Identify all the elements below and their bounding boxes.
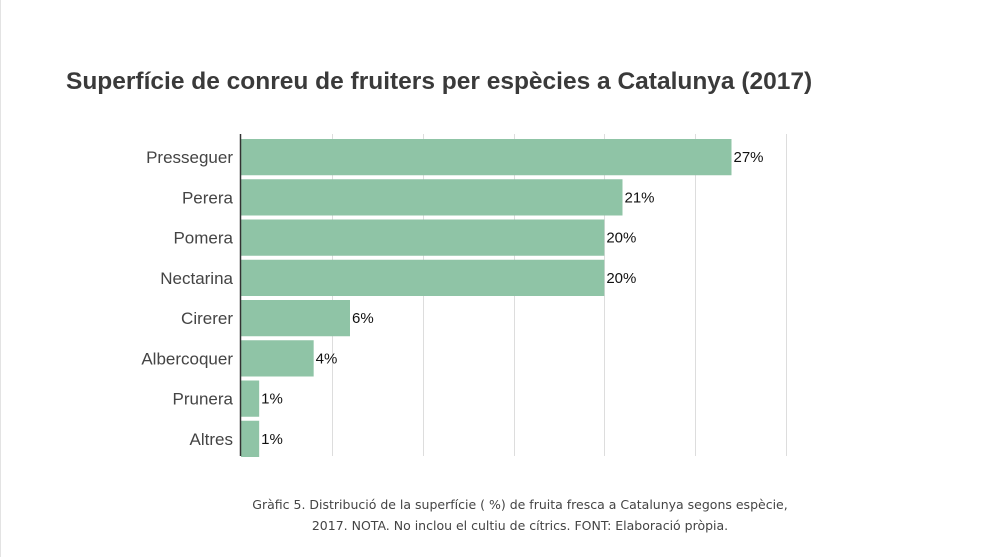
chart-caption: Gràfic 5. Distribució de la superfície (… xyxy=(200,494,840,536)
category-label: Perera xyxy=(182,188,234,207)
bar xyxy=(241,179,623,216)
category-label: Pomera xyxy=(173,229,233,248)
bar xyxy=(241,420,260,457)
category-label: Presseguer xyxy=(146,148,233,167)
value-label: 27% xyxy=(734,149,764,166)
caption-line-1: Gràfic 5. Distribució de la superfície (… xyxy=(252,497,788,512)
value-label: 1% xyxy=(261,431,283,448)
value-label: 20% xyxy=(606,230,636,247)
caption-line-2: 2017. NOTA. No inclou el cultiu de cítri… xyxy=(311,518,729,533)
bar xyxy=(241,139,732,176)
category-label: Nectarina xyxy=(160,269,233,288)
value-label: 4% xyxy=(316,350,338,367)
bar xyxy=(241,259,605,296)
category-label: Cirerer xyxy=(181,309,233,328)
left-border-rule xyxy=(0,0,1,557)
bar xyxy=(241,340,314,377)
bar xyxy=(241,300,350,337)
value-label: 1% xyxy=(261,391,283,408)
category-label: Prunera xyxy=(173,390,234,409)
category-label: Albercoquer xyxy=(141,349,233,368)
value-label: 21% xyxy=(625,189,655,206)
value-label: 20% xyxy=(606,270,636,287)
chart-title: Superfície de conreu de fruiters per esp… xyxy=(66,68,813,95)
bar xyxy=(241,380,260,417)
value-label: 6% xyxy=(352,310,374,327)
bar xyxy=(241,219,605,256)
category-label: Altres xyxy=(190,430,233,449)
